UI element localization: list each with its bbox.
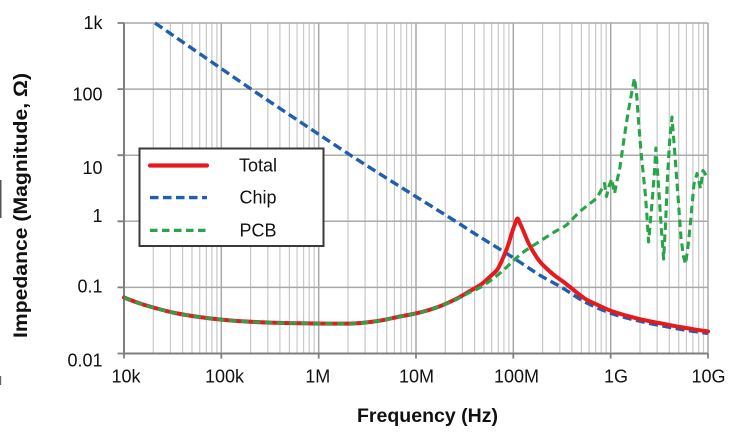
svg-text:1G: 1G — [604, 367, 628, 387]
svg-text:10M: 10M — [399, 367, 434, 387]
svg-text:100k: 100k — [205, 367, 245, 387]
svg-text:Frequency (Hz): Frequency (Hz) — [357, 406, 498, 427]
svg-text:10k: 10k — [111, 367, 141, 387]
svg-text:Total: Total — [239, 156, 277, 176]
svg-text:100: 100 — [72, 85, 102, 105]
svg-text:10G: 10G — [691, 367, 725, 387]
svg-text:Impedance (Magnitude, Ω): Impedance (Magnitude, Ω) — [11, 73, 32, 338]
svg-text:PCB: PCB — [239, 220, 276, 240]
svg-text:0.1: 0.1 — [77, 277, 102, 297]
svg-text:1: 1 — [92, 206, 102, 226]
svg-text:Chip: Chip — [239, 188, 276, 208]
svg-text:0.01: 0.01 — [67, 350, 102, 370]
svg-text:100M: 100M — [494, 367, 539, 387]
svg-text:10: 10 — [82, 158, 102, 178]
svg-text:1k: 1k — [83, 13, 103, 33]
svg-text:1M: 1M — [305, 367, 330, 387]
